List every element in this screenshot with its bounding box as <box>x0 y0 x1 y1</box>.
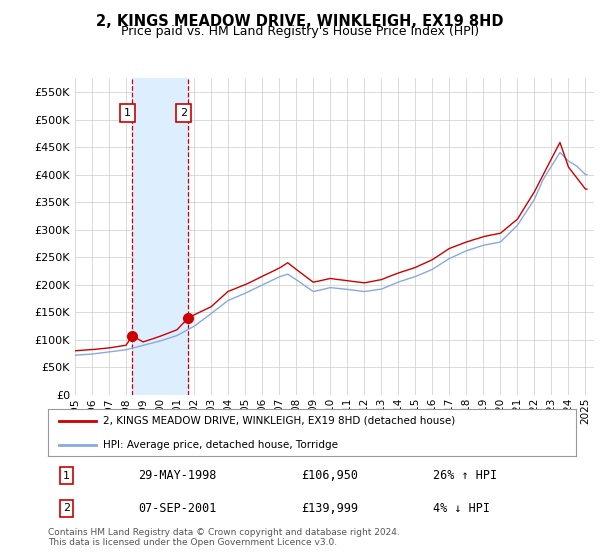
Bar <box>133 78 188 395</box>
Text: 29-MAY-1998: 29-MAY-1998 <box>138 469 216 482</box>
Text: 2: 2 <box>63 503 70 513</box>
Text: HPI: Average price, detached house, Torridge: HPI: Average price, detached house, Torr… <box>103 440 338 450</box>
Text: 2, KINGS MEADOW DRIVE, WINKLEIGH, EX19 8HD (detached house): 2, KINGS MEADOW DRIVE, WINKLEIGH, EX19 8… <box>103 416 455 426</box>
Text: 4% ↓ HPI: 4% ↓ HPI <box>433 502 490 515</box>
Text: Contains HM Land Registry data © Crown copyright and database right 2024.
This d: Contains HM Land Registry data © Crown c… <box>48 528 400 547</box>
Text: 26% ↑ HPI: 26% ↑ HPI <box>433 469 497 482</box>
Text: £106,950: £106,950 <box>301 469 358 482</box>
Text: 2: 2 <box>180 108 187 118</box>
Text: 1: 1 <box>124 108 131 118</box>
Text: £139,999: £139,999 <box>301 502 358 515</box>
Text: Price paid vs. HM Land Registry's House Price Index (HPI): Price paid vs. HM Land Registry's House … <box>121 25 479 38</box>
Text: 1: 1 <box>63 470 70 480</box>
Text: 2, KINGS MEADOW DRIVE, WINKLEIGH, EX19 8HD: 2, KINGS MEADOW DRIVE, WINKLEIGH, EX19 8… <box>96 14 504 29</box>
Text: 07-SEP-2001: 07-SEP-2001 <box>138 502 216 515</box>
